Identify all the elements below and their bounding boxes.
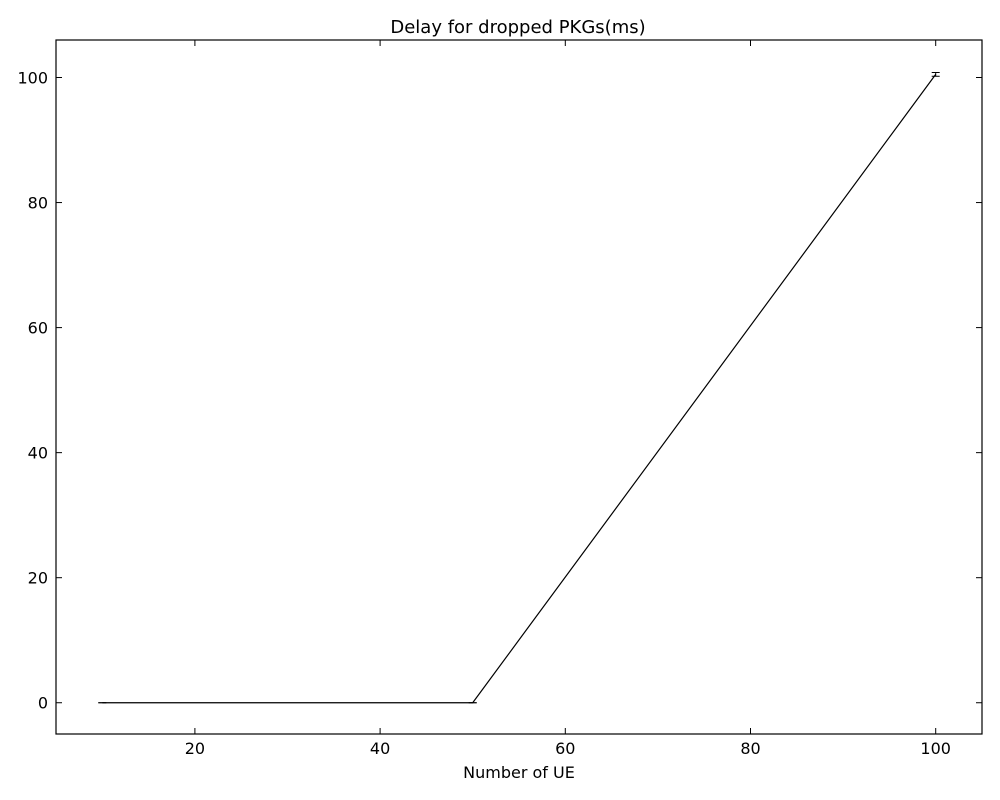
x-tick-label: 100 xyxy=(920,739,951,758)
series-line xyxy=(102,74,937,704)
x-axis-label: Number of UE xyxy=(463,763,575,782)
axes-frame xyxy=(55,39,983,735)
x-tick-label: 80 xyxy=(740,739,760,758)
y-tick-label: 20 xyxy=(28,569,48,588)
x-tick-label: 20 xyxy=(185,739,205,758)
chart-title: Delay for dropped PKGs(ms) xyxy=(390,17,645,38)
axis-ticks: 20 40 60 80 100 0 20 40 60 80 100 xyxy=(17,40,982,758)
x-tick-label: 40 xyxy=(370,739,390,758)
y-tick-label: 40 xyxy=(28,444,48,463)
y-tick-label: 0 xyxy=(38,694,48,713)
y-tick-label: 80 xyxy=(28,194,48,213)
x-tick-label: 60 xyxy=(555,739,575,758)
y-tick-label: 60 xyxy=(28,319,48,338)
y-tick-label: 100 xyxy=(17,69,48,88)
plot-area xyxy=(98,72,940,704)
